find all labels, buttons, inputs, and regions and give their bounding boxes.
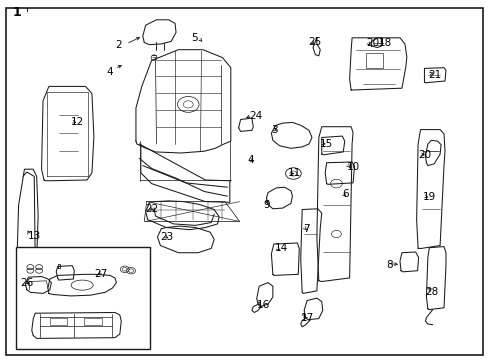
Bar xyxy=(84,318,102,325)
Text: 13: 13 xyxy=(27,231,41,241)
Text: 2: 2 xyxy=(115,40,122,50)
Text: 10: 10 xyxy=(346,162,360,172)
Text: 6: 6 xyxy=(342,189,348,199)
Bar xyxy=(365,53,382,68)
Text: 25: 25 xyxy=(307,37,321,47)
Text: 4: 4 xyxy=(106,67,113,77)
Text: 24: 24 xyxy=(249,111,262,121)
Bar xyxy=(16,247,150,349)
Text: 26: 26 xyxy=(20,278,34,288)
Text: 17: 17 xyxy=(300,312,313,323)
Text: 27: 27 xyxy=(94,269,107,279)
Text: 3: 3 xyxy=(271,125,278,135)
Text: 16: 16 xyxy=(256,300,269,310)
Text: 15: 15 xyxy=(320,139,333,149)
Text: 9: 9 xyxy=(263,200,269,210)
Text: 18: 18 xyxy=(378,38,391,48)
Text: 23: 23 xyxy=(160,232,173,242)
Text: 28: 28 xyxy=(425,287,438,297)
Text: 7: 7 xyxy=(303,224,309,234)
Text: 21: 21 xyxy=(427,70,440,80)
Text: 5: 5 xyxy=(190,33,197,43)
Text: 19: 19 xyxy=(422,192,435,202)
Text: 12: 12 xyxy=(71,117,84,127)
Text: 11: 11 xyxy=(287,168,300,178)
Text: 4: 4 xyxy=(246,155,253,165)
Text: 20: 20 xyxy=(417,150,430,160)
Text: 14: 14 xyxy=(274,243,287,253)
Text: 20: 20 xyxy=(365,38,378,48)
Text: 1: 1 xyxy=(12,6,21,19)
Text: 8: 8 xyxy=(386,260,392,270)
Bar xyxy=(50,318,67,325)
Text: 22: 22 xyxy=(145,204,159,214)
